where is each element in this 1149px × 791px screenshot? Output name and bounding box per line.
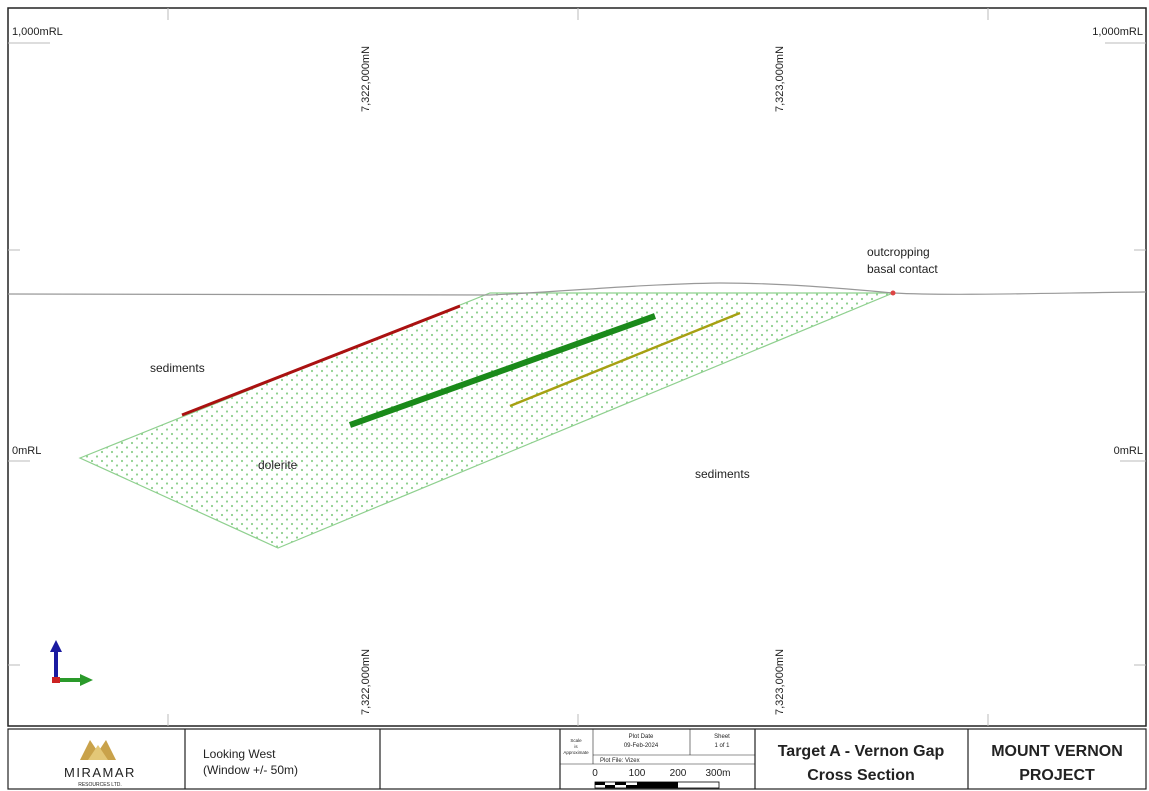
plot-date-label: Plot Date [629, 734, 654, 740]
drawing-title: Cross Section [807, 767, 915, 784]
annotation: sediments [150, 361, 205, 375]
outcrop-point [891, 291, 896, 296]
scale-bar-label: 200 [670, 768, 687, 779]
view-note: Looking West [203, 747, 276, 761]
company-logo [80, 740, 116, 760]
annotation: dolerite [258, 458, 298, 472]
project-name: MOUNT VERNON [991, 743, 1123, 760]
scale-bar-label: 100 [629, 768, 646, 779]
plot-date: 09-Feb-2024 [624, 743, 659, 749]
page: 1,000mRL 1,000mRL 0mRL 0mRL 7,322,000mN … [0, 0, 1149, 791]
rl-label: 0mRL [1114, 445, 1143, 457]
view-note: (Window +/- 50m) [203, 763, 298, 777]
northing-label: 7,323,000mN [774, 649, 786, 715]
rl-label: 1,000mRL [1092, 26, 1143, 38]
scale-bar-label: 0 [592, 768, 598, 779]
scale-note: Scale [570, 738, 582, 743]
northing-label: 7,322,000mN [360, 46, 372, 112]
company-sub: RESOURCES LTD. [78, 782, 122, 788]
scale-note: Approximate [563, 750, 589, 755]
rl-label: 1,000mRL [12, 26, 63, 38]
plot-file: Plot File: Vizex [600, 758, 640, 764]
annotation: sediments [695, 467, 750, 481]
cross-section: 1,000mRL 1,000mRL 0mRL 0mRL 7,322,000mN … [0, 0, 1149, 791]
annotation: outcropping [867, 245, 930, 259]
sheet: 1 of 1 [714, 743, 730, 749]
company-name: MIRAMAR [64, 765, 136, 780]
northing-label: 7,322,000mN [360, 649, 372, 715]
scale-note: is [574, 744, 578, 749]
drawing-title: Target A - Vernon Gap [778, 743, 945, 760]
rl-label: 0mRL [12, 445, 41, 457]
sheet-label: Sheet [714, 734, 730, 740]
project-name: PROJECT [1019, 767, 1095, 784]
northing-label: 7,323,000mN [774, 46, 786, 112]
scale-bar [595, 782, 719, 788]
scale-bar-label: 300m [705, 768, 730, 779]
annotation: basal contact [867, 262, 938, 276]
